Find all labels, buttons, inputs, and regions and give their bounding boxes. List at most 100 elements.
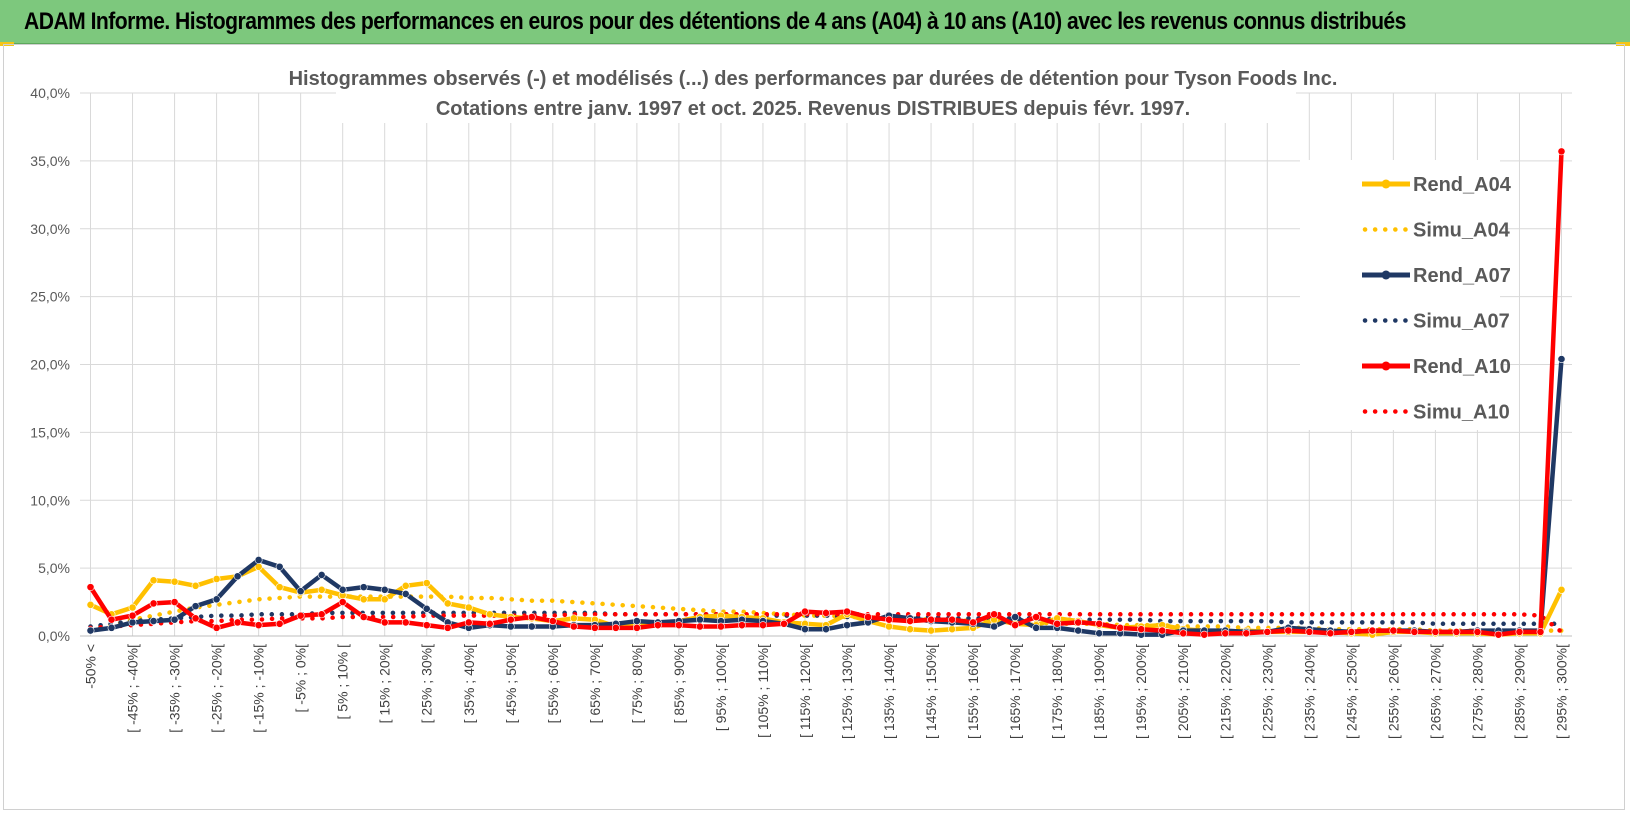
data-point-rend-a07	[359, 583, 368, 592]
legend-label-simu-a04: Simu_A04	[1413, 220, 1511, 242]
data-point-rend-a10	[948, 615, 956, 624]
y-tick-label: 40,0%	[30, 85, 70, 101]
data-point-rend-a10	[1452, 628, 1461, 636]
data-point-rend-a07	[317, 571, 326, 579]
data-point-rend-a10	[170, 598, 179, 606]
data-point-rend-a10	[1200, 630, 1209, 639]
data-point-rend-a07	[632, 617, 641, 625]
data-point-rend-a10	[1221, 629, 1230, 638]
data-point-rend-a07	[696, 615, 704, 624]
data-point-rend-a07	[107, 623, 116, 632]
y-tick-label: 5,0%	[38, 560, 70, 576]
legend-marker-rend-a10	[1381, 361, 1391, 371]
data-point-rend-a10	[843, 607, 851, 616]
data-point-rend-a04	[464, 603, 473, 612]
y-tick-label: 0,0%	[38, 628, 70, 644]
data-point-rend-a04	[86, 600, 95, 609]
legend-marker-rend-a04	[1381, 179, 1391, 189]
data-point-rend-a07	[170, 615, 179, 624]
data-point-rend-a10	[149, 599, 158, 608]
data-point-rend-a10	[506, 615, 515, 624]
data-point-rend-a10	[1410, 628, 1419, 636]
data-point-rend-a04	[170, 577, 179, 586]
data-point-rend-a10	[1158, 626, 1167, 635]
legend-label-simu-a10: Simu_A10	[1413, 402, 1510, 424]
data-point-rend-a10	[569, 622, 578, 631]
data-point-rend-a07	[422, 604, 431, 613]
data-point-rend-a04	[927, 626, 935, 635]
x-tick-label: [ 295% ; 300%[	[1553, 644, 1569, 739]
data-point-rend-a04	[275, 583, 284, 592]
data-point-rend-a10	[1305, 628, 1314, 636]
data-point-rend-a10	[590, 623, 599, 632]
data-point-rend-a10	[212, 623, 221, 632]
x-axis-ticks: -50% < [ -45% ; -40%[[ -35% ; -30%[[ -25%…	[83, 644, 1570, 739]
data-point-rend-a07	[275, 562, 284, 571]
data-point-rend-a04	[569, 614, 578, 623]
y-tick-label: 35,0%	[30, 153, 70, 169]
data-point-rend-a10	[1242, 629, 1251, 638]
data-point-rend-a07	[233, 572, 242, 581]
data-point-rend-a04	[149, 576, 158, 585]
x-tick-label: [ 205% ; 210%[	[1175, 644, 1191, 739]
y-axis-ticks: 0,0% 5,0% 10,0% 15,0% 20,0% 25,0% 30,0% 35,0% 40…	[30, 85, 70, 644]
data-point-rend-a10	[906, 617, 914, 625]
x-tick-label: [ 195% ; 200%[	[1133, 644, 1149, 739]
data-point-rend-a04	[948, 625, 956, 634]
data-point-rend-a07	[149, 617, 158, 625]
data-point-rend-a10	[1515, 628, 1524, 636]
data-point-rend-a04	[443, 599, 452, 608]
x-tick-label: [ 225% ; 230%[	[1259, 644, 1275, 739]
x-tick-label: [ 55% ; 60%[	[545, 644, 561, 723]
data-point-rend-a10	[1389, 626, 1398, 635]
data-point-rend-a10	[717, 622, 725, 631]
data-point-rend-a10	[1095, 619, 1104, 628]
data-point-rend-a10	[1179, 629, 1188, 638]
x-tick-label: [ -45% ; -40%[	[125, 644, 141, 733]
legend-background	[1300, 160, 1500, 430]
series-lines	[86, 147, 1566, 639]
page-title: ADAM Informe. Histogrammes des performan…	[24, 8, 1406, 35]
data-point-rend-a04	[212, 575, 221, 583]
chart-title-background	[336, 63, 1296, 123]
data-point-rend-a10	[527, 613, 536, 621]
data-point-rend-a10	[611, 623, 620, 632]
data-point-rend-a10	[1368, 626, 1377, 635]
x-tick-label: [ 215% ; 220%[	[1217, 644, 1233, 739]
data-point-rend-a10	[485, 619, 494, 628]
data-point-rend-a10	[443, 623, 452, 632]
x-tick-label: [ 275% ; 280%[	[1469, 644, 1485, 739]
data-point-rend-a07	[296, 587, 305, 596]
data-point-rend-a10	[1536, 628, 1545, 636]
x-tick-label: [ 255% ; 260%[	[1385, 644, 1401, 739]
data-point-rend-a10	[675, 621, 683, 630]
x-tick-label: [ 185% ; 190%[	[1091, 644, 1107, 739]
data-point-rend-a10	[864, 613, 872, 621]
chart-title-line2: Cotations entre janv. 1997 et oct. 2025.…	[436, 98, 1190, 120]
data-point-rend-a10	[380, 618, 389, 627]
data-point-rend-a07	[191, 602, 200, 611]
data-point-rend-a10	[759, 621, 767, 630]
data-point-rend-a04	[380, 595, 389, 604]
y-tick-label: 30,0%	[30, 221, 70, 237]
data-point-rend-a10	[822, 609, 830, 617]
data-point-rend-a10	[1053, 619, 1062, 628]
data-point-rend-a07	[990, 622, 999, 631]
x-tick-label: [ 35% ; 40%[	[461, 644, 477, 723]
data-point-rend-a10	[632, 623, 641, 632]
y-tick-label: 10,0%	[30, 492, 70, 508]
y-tick-label: 25,0%	[30, 289, 70, 305]
data-point-rend-a07	[801, 625, 809, 634]
data-point-rend-a10	[296, 611, 305, 620]
data-point-rend-a04	[1557, 585, 1566, 594]
x-tick-label: [ 175% ; 180%[	[1049, 644, 1065, 739]
data-point-rend-a07	[1557, 355, 1566, 363]
x-tick-label: [ 105% ; 110%[	[755, 644, 771, 738]
data-point-rend-a07	[1032, 623, 1041, 632]
x-tick-label: [ -5% ; 0%[	[293, 644, 309, 713]
chart-title-line1: Histogrammes observés (-) et modélisés (…	[289, 68, 1338, 90]
data-point-rend-a10	[128, 611, 137, 620]
data-point-rend-a10	[86, 583, 95, 592]
data-point-rend-a04	[906, 625, 914, 634]
